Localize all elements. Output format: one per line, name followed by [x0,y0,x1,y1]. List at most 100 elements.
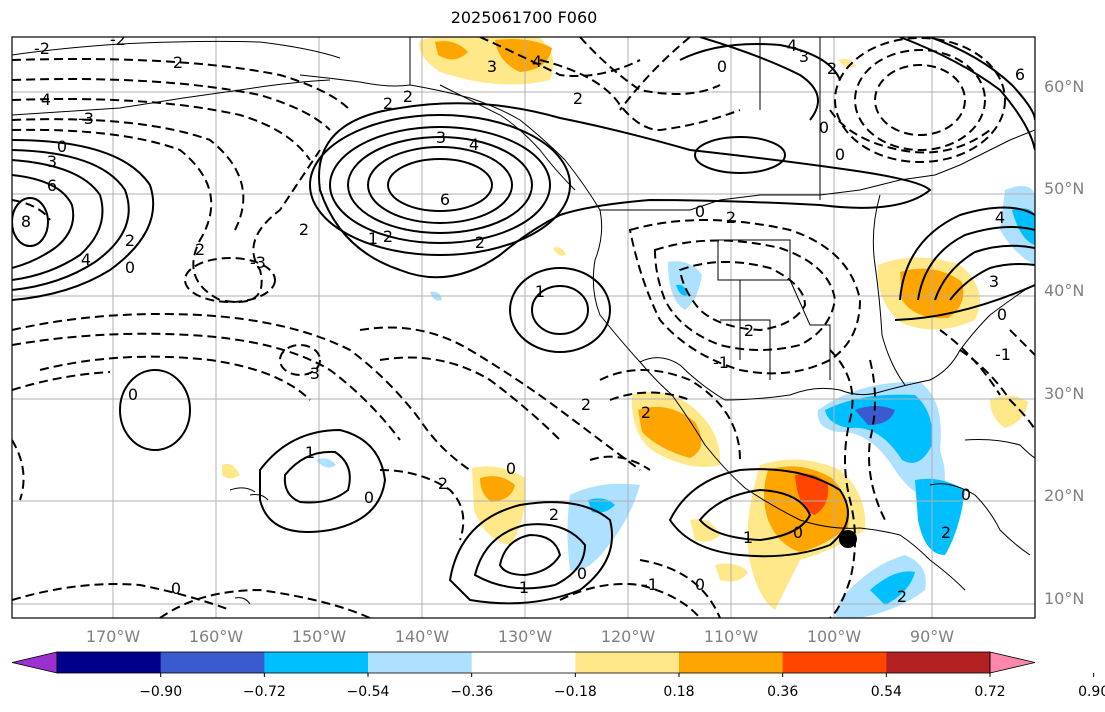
colorbar-swatch [679,652,784,673]
contour-label: 2 [744,321,754,340]
contour-label: 6 [47,176,57,195]
colorbar-tick-label: −0.18 [554,684,597,700]
contour-label: 0 [577,564,587,583]
positive-area [990,395,1028,428]
map-frame [11,36,1036,619]
contour-label: 2 [581,395,591,414]
contour-label: 3 [436,128,446,147]
contour-label: 0 [717,57,727,76]
contour-label: 0 [125,258,135,277]
contour-label: 0 [793,523,803,542]
contour-label: 2 [941,523,951,542]
colorbar-tick-label: −0.54 [347,684,390,700]
colorbar-tick-label: −0.72 [243,684,286,700]
contour-label: 0 [128,385,138,404]
contour-label: 0 [819,118,829,137]
colorbar: −0.90 −0.72 −0.54 −0.36 −0.18 0.18 0.36 0.54 0.7… [11,651,1105,700]
contour-label: 3 [989,272,999,291]
contour-label: 2 [475,233,485,252]
contour-label: 4 [41,90,51,109]
contour-label: 4 [532,52,542,71]
contour-label: 2 [383,227,393,246]
colorbar-tick-label: 0.18 [663,684,694,700]
positive-area [553,247,566,256]
colorbar-extend-high [989,651,1036,674]
lat-label: 50°N [1044,179,1084,198]
positive-area [480,476,515,502]
contour-label: 0 [171,579,181,598]
lat-label: 30°N [1044,384,1084,403]
colorbar-tick-label: −0.36 [450,684,493,700]
colorbar-tick-label: 0.72 [974,684,1005,700]
coastlines [12,37,1035,605]
lon-label: 120°W [601,627,656,646]
colorbar-swatch [782,652,887,673]
contour-label: 1 [305,443,315,462]
contour-label: 2 [438,474,448,493]
contour-label: 2 [383,94,393,113]
contour-label: -1 [995,345,1011,364]
negative-area [1012,208,1035,245]
contour-label: 2 [827,59,837,78]
colorbar-swatch [57,652,162,673]
point-marker [839,530,857,548]
lat-label: 10°N [1044,589,1084,608]
positive-area [638,406,702,458]
lon-label: 150°W [292,627,347,646]
contour-label: 2 [549,505,559,524]
contour-label: 2 [897,587,907,606]
solid-contours [12,37,1035,605]
lon-label: 170°W [86,627,141,646]
positive-area [222,463,240,479]
contour-label: 3 [47,152,57,171]
contour-label: 3 [487,57,497,76]
contour-label: 6 [1015,65,1025,84]
contour-label: 0 [961,485,971,504]
contour-label: 2 [195,240,205,259]
contour-label: 4 [469,135,479,154]
contour-label: -1 [713,353,729,372]
contour-label: 4 [995,208,1005,227]
negative-area [915,478,965,555]
contour-label: 0 [997,305,1007,324]
contour-label: 0 [695,202,705,221]
contour-label: -2 [110,30,126,49]
contour-label: 0 [506,459,516,478]
contour-label: 2 [125,231,135,250]
negative-area [855,406,895,425]
negative-area [668,261,702,310]
contour-label: 4 [787,36,797,55]
colorbar-tick-label: 0.36 [767,684,798,700]
colorbar-tick-label: 0.54 [871,684,902,700]
negative-area [825,394,933,463]
longitude-labels: 170°W 160°W 150°W 140°W 130°W 120°W 110°… [86,627,954,646]
lon-label: 140°W [395,627,450,646]
contour-label: 1 [368,229,378,248]
colorbar-swatch [471,652,576,673]
colorbar-frame [56,651,991,674]
negative-area [588,498,615,513]
contour-label-layer: -2 -2 2 4 -3 0 3 6 8 4 2 0 2 -3 -3 0 1 0… [21,30,1025,606]
positive-area [838,58,856,68]
lat-label: 40°N [1044,281,1084,300]
lon-label: 110°W [704,627,759,646]
contour-label: 2 [573,89,583,108]
contour-label: 2 [726,208,736,227]
contour-label: 0 [695,575,705,594]
lat-label: 60°N [1044,77,1084,96]
contour-label: -1 [642,575,658,594]
contour-label: 1 [519,578,529,597]
positive-area [690,519,720,542]
contour-label: 1 [743,528,753,547]
lon-label: 90°W [910,627,954,646]
lon-label: 130°W [498,627,553,646]
colorbar-swatch [264,652,369,673]
contour-label: 2 [173,53,183,72]
contour-label: 0 [364,488,374,507]
contour-label: -3 [304,364,320,383]
contour-label: 3 [799,47,809,66]
contour-label: -3 [78,109,94,128]
figure-title: 2025061700 F060 [450,8,598,27]
colorbar-extend-low [11,651,58,674]
